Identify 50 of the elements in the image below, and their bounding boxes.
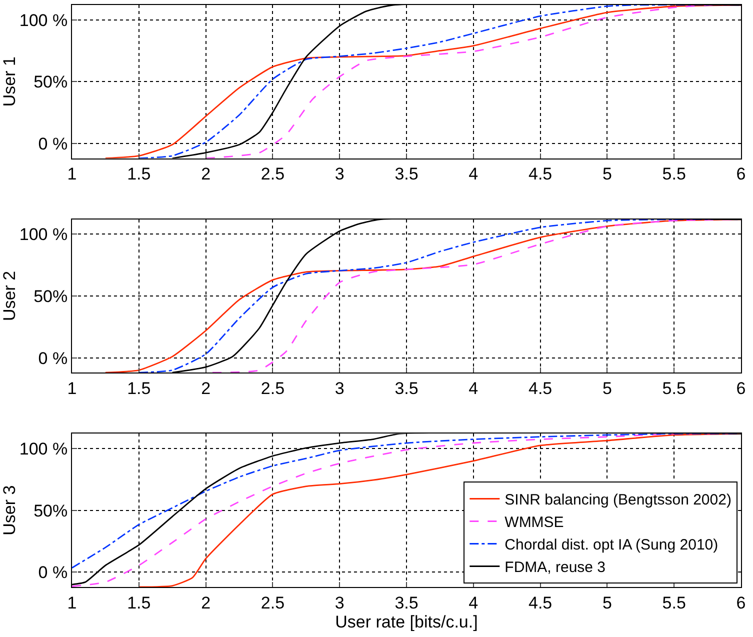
- x-tick-label: 3: [334, 593, 344, 612]
- y-tick-label: 50%: [34, 501, 68, 520]
- legend-label: Chordal dist. opt IA (Sung 2010): [504, 536, 718, 554]
- y-tick-label: 0 %: [38, 348, 68, 368]
- x-tick-label: 2: [201, 593, 211, 612]
- x-tick-label: 1: [67, 379, 77, 398]
- x-tick-label: 4: [468, 593, 478, 612]
- y-tick-label: 100 %: [19, 225, 68, 244]
- x-tick-label: 6: [736, 593, 746, 612]
- x-tick-label: 1.5: [127, 164, 151, 184]
- x-tick-label: 5: [602, 164, 612, 184]
- x-tick-label: 1.5: [127, 379, 151, 398]
- x-tick-label: 1: [67, 164, 77, 184]
- x-tick-label: 5: [602, 379, 612, 398]
- x-tick-label: 2.5: [260, 593, 285, 612]
- y-tick-label: 0 %: [38, 563, 68, 582]
- x-tick-label: 5.5: [662, 164, 686, 184]
- x-tick-label: 5.5: [662, 379, 686, 398]
- legend-label: WMMSE: [504, 514, 564, 532]
- x-tick-label: 4.5: [528, 164, 552, 184]
- x-tick-label: 1: [67, 593, 77, 612]
- x-tick-label: 3.5: [394, 379, 418, 398]
- x-tick-label: 4: [468, 379, 478, 398]
- x-tick-label: 2: [201, 164, 211, 184]
- x-tick-label: 3: [334, 164, 344, 184]
- x-tick-label: 6: [736, 164, 746, 184]
- legend-label: FDMA, reuse 3: [504, 559, 606, 576]
- y-tick-label: 50%: [34, 72, 68, 92]
- y-tick-label: 50%: [34, 286, 68, 306]
- x-tick-label: 2: [201, 379, 211, 398]
- x-tick-label: 2.5: [260, 379, 285, 398]
- x-tick-label: 6: [736, 379, 746, 398]
- legend-label: SINR balancing (Bengtsson 2002): [504, 492, 732, 509]
- y-axis-title: User 1: [0, 56, 19, 107]
- x-axis-title: User rate [bits/c.u.]: [335, 612, 478, 632]
- y-tick-label: 0 %: [38, 134, 68, 154]
- y-tick-label: 100 %: [19, 440, 68, 459]
- x-tick-label: 5: [602, 593, 612, 612]
- x-tick-label: 3: [334, 379, 344, 398]
- x-tick-label: 5.5: [662, 593, 686, 612]
- y-tick-label: 100 %: [19, 10, 68, 30]
- y-axis-title: User 2: [0, 270, 19, 322]
- y-axis-title: User 3: [0, 485, 19, 536]
- x-tick-label: 3.5: [394, 164, 418, 184]
- x-tick-label: 4.5: [528, 593, 552, 612]
- x-tick-label: 4.5: [528, 379, 552, 398]
- x-tick-label: 4: [468, 164, 478, 184]
- x-tick-label: 2.5: [260, 164, 285, 184]
- x-tick-label: 3.5: [394, 593, 418, 612]
- x-tick-label: 1.5: [127, 593, 151, 612]
